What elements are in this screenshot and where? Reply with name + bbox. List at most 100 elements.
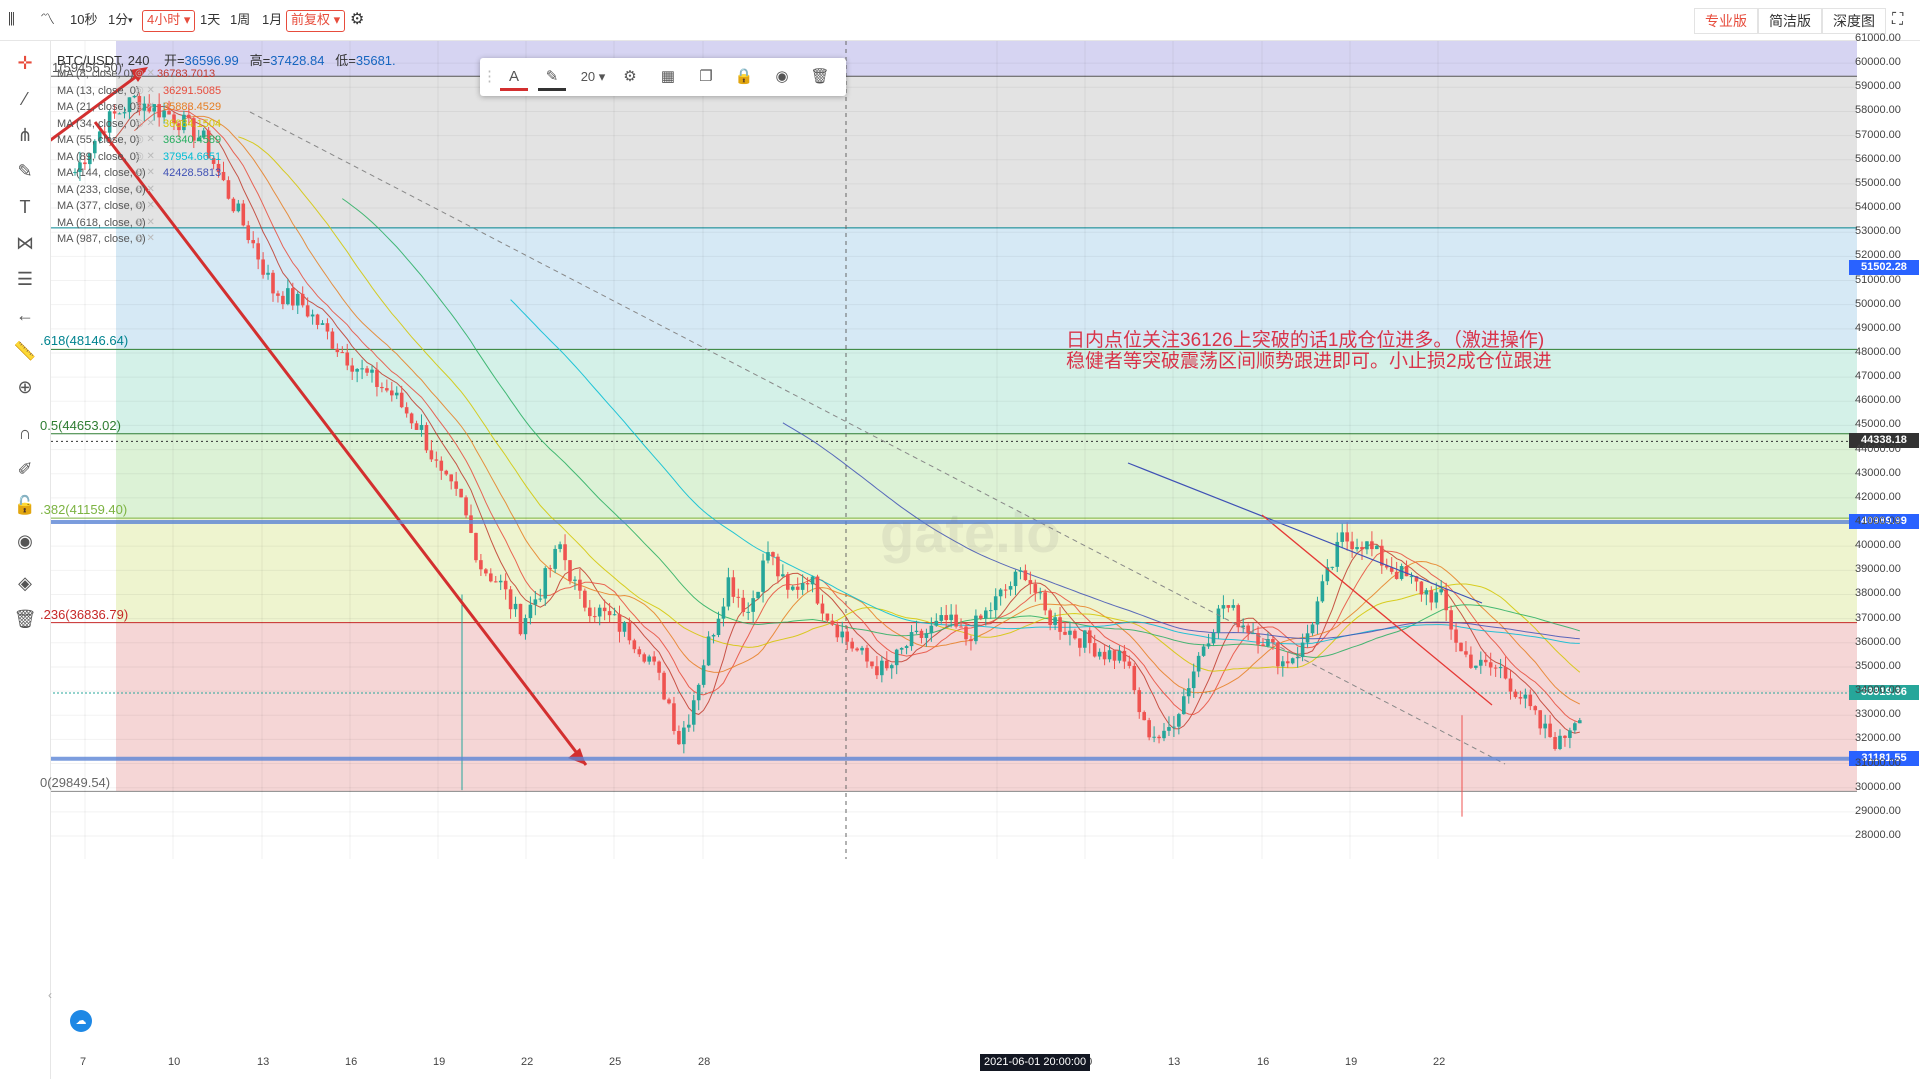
eye-icon[interactable]: ◉ [17, 531, 33, 551]
ma-legend-label[interactable]: MA (34, close, 0) [57, 117, 140, 130]
delete-icon[interactable]: 🗑 [810, 68, 830, 85]
ma-legend-label[interactable]: MA (377, close, 0) [57, 200, 146, 212]
ma-toggle-icon[interactable]: ◎ ✕ [135, 200, 155, 211]
candle-body [1157, 736, 1161, 739]
candle-body [1087, 630, 1092, 644]
ma-toggle-icon[interactable]: ◎ ✕ [135, 233, 155, 244]
interval-1w[interactable]: 1周 [230, 12, 251, 27]
ma-toggle-icon[interactable]: ◎ ✕ [135, 150, 155, 162]
pattern-icon[interactable]: ⋈ [16, 233, 34, 253]
interval-1m[interactable]: 1分 [108, 12, 129, 27]
ma-legend-label[interactable]: MA (618, close, 0) [57, 216, 146, 229]
measure-icon[interactable]: ☰ [16, 269, 34, 289]
y-tick-label: 37000.00 [1855, 611, 1901, 624]
candle [563, 534, 567, 571]
candle [330, 328, 335, 350]
candle [988, 602, 993, 619]
candle-body [1558, 735, 1562, 749]
candle-body [1281, 661, 1285, 667]
candle [1503, 656, 1508, 680]
adjust-select[interactable]: 前复权 ▾ [286, 10, 346, 32]
candle [1157, 734, 1161, 744]
ma-toggle-icon[interactable]: ◎ ✕ [135, 167, 155, 178]
price-chart[interactable] [51, 41, 1920, 1079]
ma-toggle-icon[interactable]: ◎ ✕ [135, 101, 155, 112]
candle-body [1449, 610, 1453, 630]
magnet-icon[interactable]: ∩ [18, 423, 32, 443]
ma-toggle-icon[interactable]: ◎ ✕ [135, 134, 155, 145]
ma-toggle-icon[interactable]: ◎ ✕ [135, 117, 155, 129]
text-color-icon[interactable]: A [500, 66, 528, 91]
version-simple-button[interactable]: 简洁版 [1758, 8, 1822, 34]
version-depth-button[interactable]: 深度图 [1822, 8, 1886, 34]
chevron-down-icon[interactable]: ▾ [128, 15, 133, 25]
crosshair-icon[interactable]: ✛ [17, 53, 33, 73]
ma-legend-label[interactable]: MA (233, close, 0) [57, 183, 146, 196]
settings-icon[interactable]: ⚙ [623, 68, 637, 85]
text-icon[interactable]: T [19, 197, 31, 217]
candle [345, 343, 350, 371]
cloud-logo-icon[interactable]: ☁ [70, 1010, 92, 1032]
candle-body [1578, 720, 1582, 724]
ma-toggle-icon[interactable]: ◎ ✕ [135, 183, 155, 195]
indicator-icon[interactable]: 〽 [40, 11, 56, 28]
layers-icon[interactable]: ◈ [18, 573, 32, 593]
candle-body [1221, 605, 1226, 609]
fullscreen-icon[interactable]: ⛶ [1892, 11, 1904, 28]
candle-body [246, 225, 251, 241]
candle [206, 126, 211, 159]
candle-body [117, 113, 122, 115]
candle [1488, 652, 1493, 676]
gear-icon[interactable]: ⚙ [350, 11, 365, 28]
candle [830, 613, 835, 627]
zoom-icon[interactable]: ⊕ [17, 377, 33, 397]
candle-body [390, 390, 394, 396]
ma-legend-label[interactable]: MA (89, close, 0) [57, 150, 140, 163]
drag-handle-icon[interactable]: ⋮ [482, 68, 497, 85]
lock-drawing-icon[interactable]: 🔒 [734, 68, 754, 85]
ma-toggle-icon[interactable]: ◎ ✕ [135, 68, 155, 79]
candle-type-icon[interactable]: ⫼ [8, 11, 15, 28]
ma-toggle-icon[interactable]: ◎ ✕ [135, 84, 155, 96]
interval-10s[interactable]: 10秒 [70, 12, 98, 27]
candle [399, 385, 404, 409]
draw-lock-icon[interactable]: ✐ [17, 459, 33, 479]
ma-legend-label[interactable]: MA (55, close, 0) [57, 134, 140, 146]
trend-line-icon[interactable]: ⁄ [23, 89, 27, 109]
visibility-icon[interactable]: ◉ [775, 68, 789, 85]
ruler-icon[interactable]: 📏 [13, 341, 37, 361]
candle-body [1548, 723, 1552, 738]
font-size-select[interactable]: 20 ▾ [580, 69, 606, 84]
ma-legend-label[interactable]: MA (144, close, 0) [57, 167, 146, 179]
trash-icon[interactable]: 🗑 [13, 609, 37, 629]
clone-icon[interactable]: ❐ [699, 68, 713, 85]
ma-legend-label[interactable]: MA (987, close, 0) [57, 233, 146, 245]
candle [196, 129, 201, 141]
interval-4h[interactable]: 4小时 ▾ [142, 10, 196, 32]
candle-body [875, 666, 879, 676]
candle-body [261, 259, 265, 275]
crosshair-time-label: 2021-06-01 20:00:00 [980, 1054, 1091, 1071]
ma-toggle-icon[interactable]: ◎ ✕ [135, 216, 155, 228]
candle [241, 199, 246, 227]
version-pro-button[interactable]: 专业版 [1694, 8, 1758, 34]
trade-note[interactable]: 日内点位关注36126上突破的话1成仓位进多。（激进操作) 稳健者等突破震荡区间… [1066, 330, 1552, 372]
y-tick-label: 59000.00 [1855, 80, 1901, 93]
candle-body [137, 95, 142, 111]
interval-1d[interactable]: 1天 [200, 12, 221, 27]
ma-legend-label[interactable]: MA (13, close, 0) [57, 84, 140, 97]
ma-legend-label[interactable]: MA (21, close, 0) [57, 101, 140, 113]
candle-body [345, 352, 350, 366]
back-arrow-icon[interactable]: ← [16, 305, 34, 325]
fork-icon[interactable]: ⋔ [17, 125, 33, 145]
lock-icon[interactable]: 🔓 [13, 495, 37, 515]
legend: BTC/USDT, 240 开=36596.99 高=37428.84 低=35… [57, 50, 396, 69]
interval-1mo[interactable]: 1月 [262, 12, 283, 27]
ma-legend-label[interactable]: MA (8, close, 0) [57, 68, 134, 80]
template-icon[interactable]: ▦ [660, 68, 676, 85]
line-color-icon[interactable]: ✎ [538, 66, 566, 91]
expand-panel-icon[interactable]: ‹ [48, 988, 52, 1002]
candle [1122, 644, 1127, 669]
brush-icon[interactable]: ✎ [17, 161, 33, 181]
candle [1493, 664, 1498, 677]
